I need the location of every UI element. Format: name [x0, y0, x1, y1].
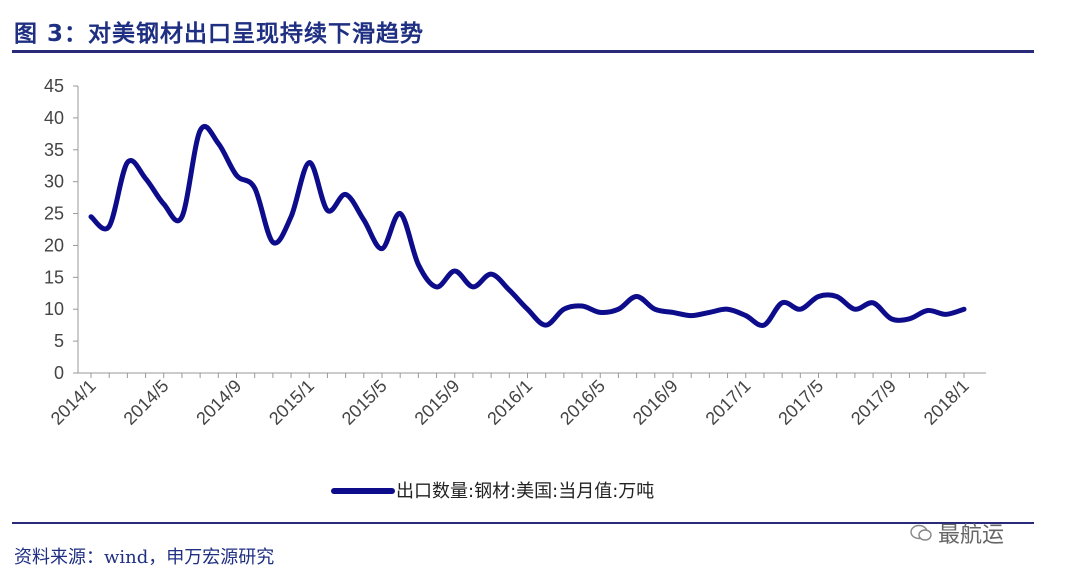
- y-tick-label: 5: [54, 331, 64, 351]
- y-tick-label: 35: [44, 140, 64, 160]
- chart-title: 图 3：对美钢材出口呈现持续下滑趋势: [14, 21, 425, 47]
- watermark: 最航运: [938, 523, 1005, 548]
- y-tick-label: 40: [44, 108, 64, 128]
- x-axis: 2014/1 2014/5 2014/9 2015/1 2015/5 2015/9 2016…: [47, 372, 986, 429]
- x-tick-label: 2015/1: [265, 376, 318, 429]
- y-tick-label: 0: [54, 363, 64, 383]
- y-tick-label: 30: [44, 172, 64, 192]
- x-tick-label: 2018/1: [920, 376, 973, 429]
- series-line: [88, 123, 967, 328]
- wechat-icon: [910, 524, 932, 541]
- x-tick-label: 2017/1: [702, 376, 755, 429]
- x-tick-label: 2017/5: [774, 376, 827, 429]
- x-tick-label: 2017/9: [847, 376, 900, 429]
- y-tick-label: 25: [44, 204, 64, 224]
- x-tick-label: 2016/5: [556, 376, 609, 429]
- y-tick-label: 15: [44, 267, 64, 287]
- y-tick-label: 45: [44, 76, 64, 96]
- x-tick-label: 2015/5: [338, 376, 391, 429]
- legend: 出口数量:钢材:美国:当月值:万吨: [331, 481, 654, 502]
- x-tick-label: 2016/9: [629, 376, 682, 429]
- y-tick-label: 10: [44, 299, 64, 319]
- top-divider: [12, 50, 1034, 53]
- x-tick-label: 2014/9: [192, 376, 245, 429]
- series-layer: [88, 123, 967, 328]
- source-note: 资料来源：wind，申万宏源研究: [14, 547, 275, 568]
- y-axis: 0 5 10 15 20 25 30 35 40 45: [44, 76, 79, 383]
- x-tick-label: 2014/5: [120, 376, 173, 429]
- bottom-divider: [12, 522, 1034, 524]
- y-tick-label: 20: [44, 235, 64, 255]
- x-tick-label: 2014/1: [47, 376, 100, 429]
- x-tick-label: 2015/9: [411, 376, 464, 429]
- legend-label: 出口数量:钢材:美国:当月值:万吨: [396, 481, 654, 502]
- x-tick-label: 2016/1: [483, 376, 536, 429]
